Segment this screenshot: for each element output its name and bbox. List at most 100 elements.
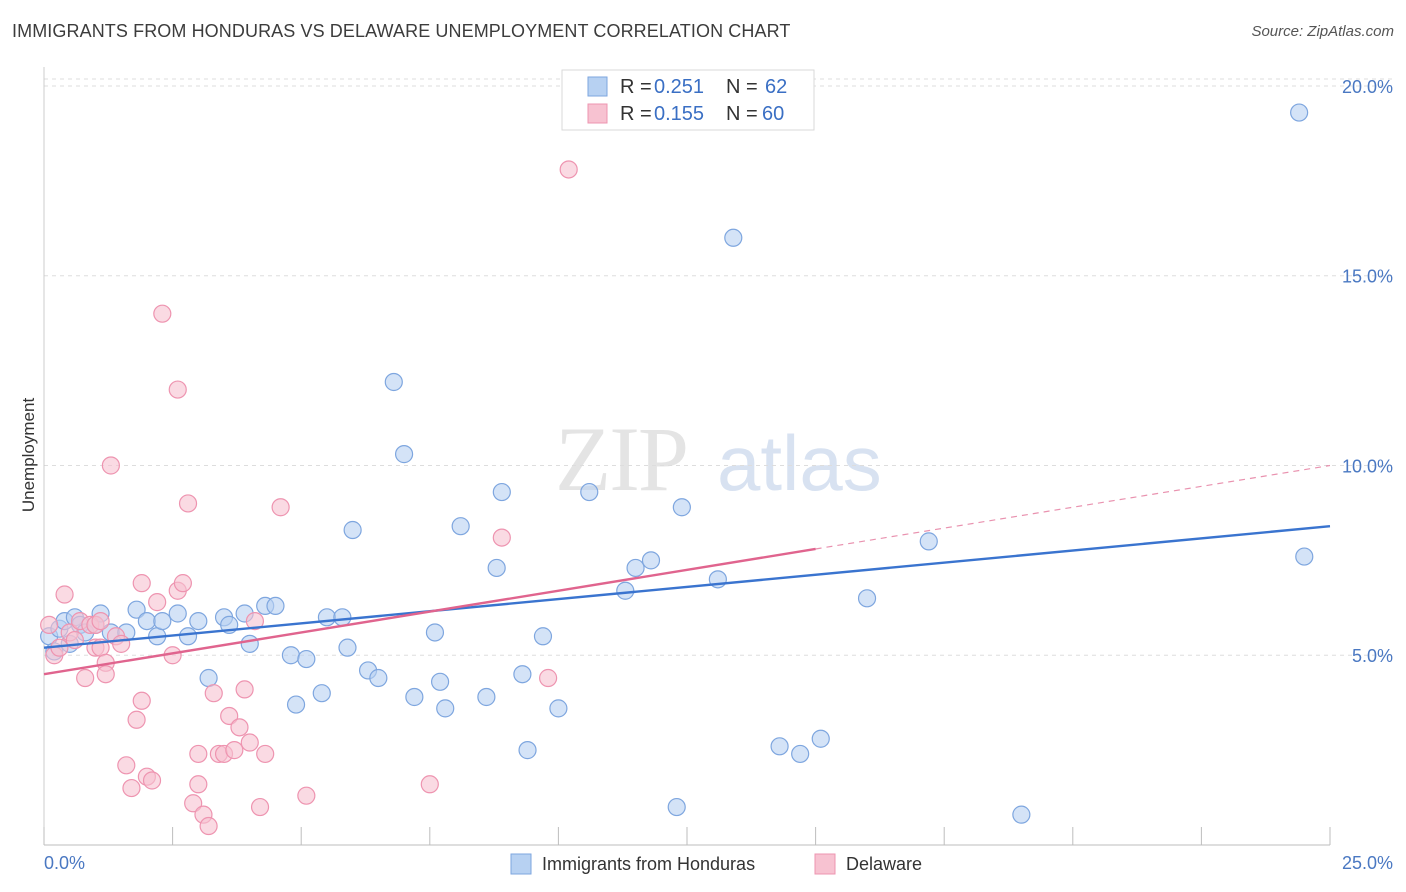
- honduras-point-33: [343, 520, 362, 540]
- delaware-point-46: [250, 797, 270, 817]
- delaware-point-53: [559, 160, 578, 179]
- honduras-point-50: [580, 482, 599, 502]
- delaware-point-52: [539, 668, 558, 688]
- honduras-point-36: [384, 372, 403, 392]
- honduras-point-54: [667, 797, 686, 817]
- delaware-point-47: [256, 744, 275, 764]
- delaware-point-21: [132, 691, 151, 710]
- delaware-point-18: [117, 756, 136, 775]
- delaware-point-19: [122, 778, 141, 798]
- honduras-trend-line: [43, 525, 1331, 649]
- delaware-point-41: [225, 741, 244, 760]
- delaware-point-42: [230, 718, 249, 737]
- delaware-point-15: [101, 456, 120, 475]
- bottom-legend-label-honduras: Immigrants from Honduras: [542, 854, 755, 874]
- delaware-trend-extension: [815, 464, 1331, 550]
- honduras-point-58: [770, 737, 789, 756]
- delaware-point-30: [173, 574, 192, 593]
- series-delaware-points: [40, 160, 578, 836]
- honduras-point-38: [405, 687, 424, 707]
- honduras-point-47: [518, 741, 537, 760]
- honduras-point-37: [394, 445, 414, 464]
- delaware-point-31: [178, 494, 198, 513]
- honduras-point-35: [369, 668, 388, 688]
- delaware-point-48: [271, 498, 290, 517]
- source-label: Source: ZipAtlas.com: [1251, 23, 1394, 40]
- delaware-point-45: [245, 611, 265, 631]
- delaware-point-11: [91, 611, 110, 631]
- honduras-point-51: [616, 581, 635, 600]
- delaware-point-33: [189, 775, 208, 794]
- honduras-point-25: [266, 596, 285, 616]
- honduras-point-44: [487, 558, 506, 578]
- honduras-point-29: [312, 684, 331, 703]
- honduras-point-55: [672, 498, 691, 517]
- honduras-point-26: [281, 646, 301, 665]
- honduras-point-39: [425, 623, 445, 642]
- delaware-point-3: [55, 585, 74, 604]
- legend-swatch-blue: [587, 76, 608, 97]
- delaware-point-20: [127, 710, 146, 729]
- honduras-point-15: [153, 611, 172, 631]
- y-axis-label: Unemployment: [19, 398, 38, 513]
- honduras-point-23: [240, 634, 259, 653]
- legend-n-value-2: 60: [762, 103, 784, 125]
- bottom-legend: Immigrants from Honduras Delaware: [510, 853, 922, 875]
- y-tick-label-2: 15.0%: [1342, 267, 1393, 287]
- honduras-point-62: [919, 532, 938, 551]
- honduras-point-65: [1295, 547, 1314, 566]
- honduras-point-63: [1012, 805, 1031, 824]
- delaware-point-43: [235, 680, 254, 699]
- honduras-point-52: [626, 558, 645, 578]
- delaware-point-36: [199, 816, 218, 836]
- delaware-point-34: [189, 744, 208, 764]
- delaware-point-25: [148, 593, 167, 612]
- delaware-point-14: [96, 665, 115, 684]
- delaware-point-40: [220, 706, 239, 726]
- y-tick-label-1: 10.0%: [1342, 456, 1393, 476]
- honduras-point-57: [724, 228, 743, 247]
- delaware-point-26: [153, 304, 172, 323]
- watermark-zip: ZIP: [555, 408, 687, 510]
- honduras-point-12: [127, 600, 146, 619]
- legend-n-value-1: 62: [765, 76, 787, 98]
- watermark: ZIP atlas: [555, 408, 882, 510]
- delaware-point-50: [420, 775, 439, 794]
- honduras-point-30: [317, 608, 337, 627]
- bottom-legend-swatch-pink: [814, 853, 836, 875]
- delaware-trend-line: [43, 547, 816, 676]
- honduras-point-60: [811, 729, 830, 748]
- legend-n-label-2: N =: [726, 103, 758, 125]
- legend-r-label-1: R =: [620, 76, 652, 98]
- honduras-point-32: [338, 638, 357, 657]
- honduras-point-45: [492, 482, 511, 502]
- honduras-point-61: [857, 589, 877, 608]
- legend-swatch-pink: [587, 103, 608, 124]
- honduras-point-43: [477, 687, 496, 707]
- delaware-point-22: [132, 574, 151, 593]
- honduras-point-46: [513, 665, 532, 684]
- delaware-point-51: [492, 528, 511, 547]
- bottom-legend-label-delaware: Delaware: [846, 854, 922, 874]
- honduras-point-41: [436, 699, 455, 718]
- honduras-point-28: [297, 649, 316, 669]
- top-legend: R = 0.251 N = 62 R = 0.155 N = 60: [561, 69, 815, 131]
- chart-title: IMMIGRANTS FROM HONDURAS VS DELAWARE UNE…: [12, 21, 791, 41]
- honduras-point-48: [533, 627, 553, 646]
- x-tick-label-max: 25.0%: [1342, 853, 1393, 873]
- trend-lines: [43, 464, 1331, 676]
- honduras-point-17: [178, 627, 198, 646]
- x-tick-marks: [43, 827, 1331, 845]
- honduras-point-27: [286, 695, 306, 714]
- delaware-point-7: [76, 668, 95, 688]
- honduras-point-31: [333, 608, 352, 627]
- delaware-point-29: [168, 380, 187, 399]
- delaware-point-24: [142, 771, 162, 790]
- honduras-point-19: [199, 668, 218, 688]
- honduras-point-42: [451, 517, 470, 536]
- delaware-point-0: [40, 615, 59, 634]
- honduras-point-49: [549, 699, 568, 718]
- gridlines: [44, 78, 1392, 656]
- legend-r-value-2: 0.155: [654, 103, 704, 125]
